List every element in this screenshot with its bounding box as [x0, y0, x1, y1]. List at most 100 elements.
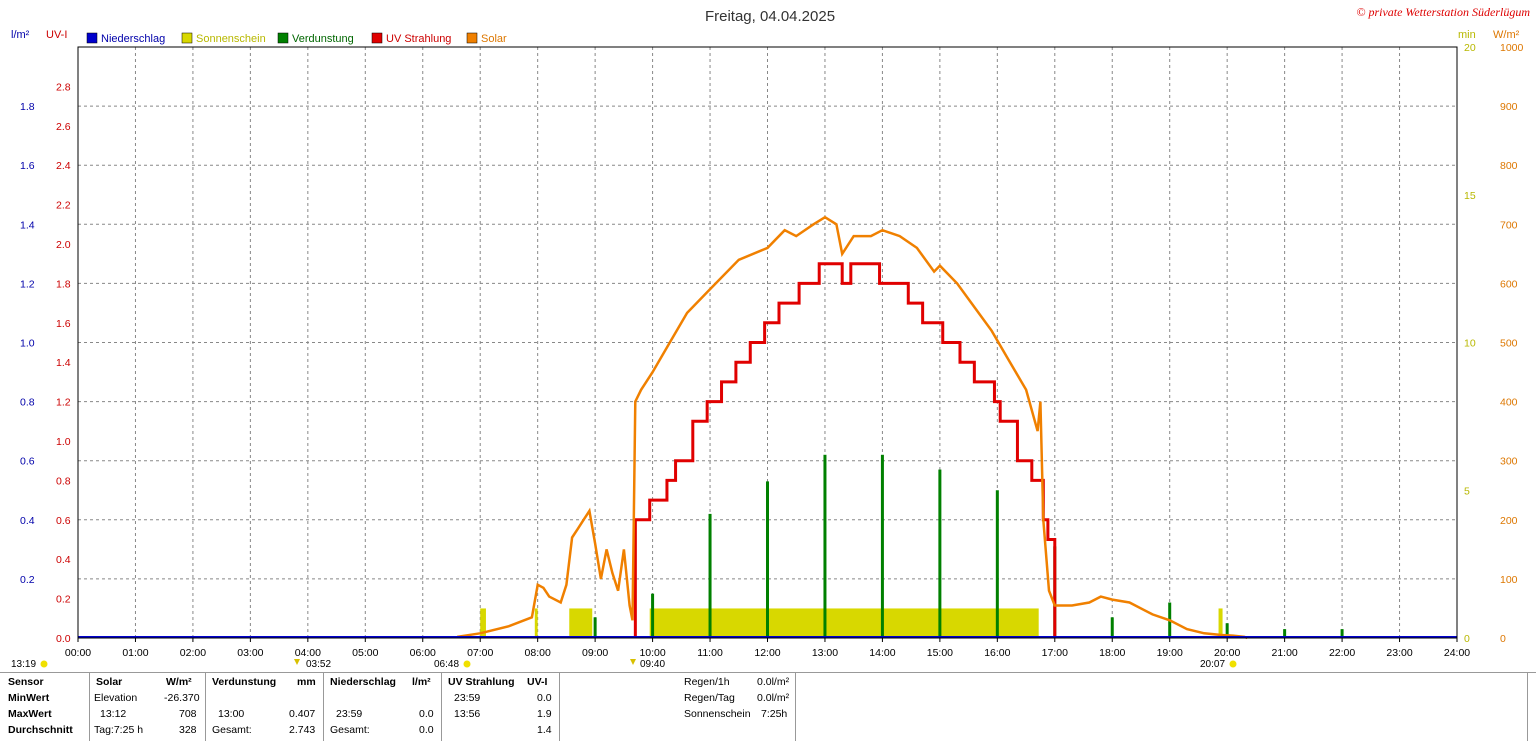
- sunshine-bar: [649, 608, 1039, 638]
- chart-title: Freitag, 04.04.2025: [705, 8, 835, 25]
- sunset-time: 20:07: [1200, 659, 1225, 670]
- x-tick-label: 24:00: [1444, 647, 1470, 659]
- row-label-max: MaxWert: [8, 708, 52, 720]
- moonrise-icon: [294, 659, 300, 665]
- table-top-border: [0, 672, 1536, 673]
- legend-swatch-precip: [86, 32, 98, 44]
- x-tick-label: 04:00: [295, 647, 321, 659]
- moon2-icon: [630, 659, 636, 665]
- solar-line: [457, 215, 1248, 640]
- rainday-label: Regen/Tag: [684, 692, 735, 704]
- x-tick-label: 20:00: [1214, 647, 1240, 659]
- legend-swatch-sunshine: [181, 32, 193, 44]
- rain1h-label: Regen/1h: [684, 676, 730, 688]
- uv-tick-label: 0.4: [56, 554, 71, 566]
- uv-tick-label: 0.2: [56, 594, 71, 606]
- legend-label-uv: UV Strahlung: [386, 33, 451, 45]
- sun-tick-label: 10: [1464, 338, 1476, 350]
- legend-swatch-solar: [466, 32, 478, 44]
- hdr-evap: Verdunstung: [212, 676, 277, 688]
- uv-tick-label: 2.0: [56, 239, 71, 251]
- uv-tick-label: 2.6: [56, 121, 71, 133]
- evaporation-bar: [1110, 617, 1114, 638]
- legend-label-evap: Verdunstung: [292, 33, 354, 45]
- col-sep-4: [441, 672, 442, 741]
- uv-tick-label: 0.0: [56, 633, 71, 645]
- legend-label-sunshine: Sonnenschein: [196, 33, 266, 45]
- x-tick-label: 23:00: [1386, 647, 1412, 659]
- x-tick-label: 11:00: [697, 647, 723, 659]
- uv-tick-label: 1.0: [56, 436, 71, 448]
- uv-tick-label: 0.6: [56, 515, 71, 527]
- solar-tick-label: 400: [1500, 397, 1518, 409]
- sunset-icon: [1229, 660, 1237, 668]
- sun-tick-label: 0: [1464, 633, 1470, 645]
- unit-wm2: W/m²: [1493, 29, 1520, 41]
- astro-markers: 13:19 03:52 06:48 09:40 20:07: [11, 659, 1237, 670]
- legend-label-solar: Solar: [481, 33, 507, 45]
- col-sep-2: [205, 672, 206, 741]
- unit-min: min: [1458, 29, 1476, 41]
- rain1h-value: 0.0l/m²: [757, 676, 790, 688]
- hdr-precip: Niederschlag: [330, 676, 396, 688]
- precip-tick-label: 1.8: [20, 101, 35, 113]
- hdr-uv-unit: UV-I: [527, 676, 548, 688]
- sunshine-bar: [569, 608, 593, 638]
- sunrise-time: 06:48: [434, 659, 459, 670]
- x-tick-label: 00:00: [65, 647, 91, 659]
- x-tick-label: 07:00: [467, 647, 493, 659]
- solar-tick-label: 700: [1500, 219, 1518, 231]
- uv-tick-label: 1.6: [56, 318, 71, 330]
- precip-max-value: 0.0: [419, 708, 434, 720]
- solar-max-value: 708: [179, 708, 197, 720]
- sunrise-icon: [463, 660, 471, 668]
- x-tick-label: 08:00: [525, 647, 551, 659]
- solar-tick-label: 600: [1500, 278, 1518, 290]
- x-tick-label: 15:00: [927, 647, 953, 659]
- sun-icon-left: [40, 660, 48, 668]
- solar-avg-value: 328: [179, 724, 197, 736]
- solar-tick-label: 500: [1500, 338, 1518, 350]
- x-tick-label: 01:00: [122, 647, 148, 659]
- sunshine-label: Sonnenschein: [684, 708, 751, 720]
- evaporation-bar: [880, 454, 884, 638]
- precip-avg-value: 0.0: [419, 724, 434, 736]
- axis-ticks: 00:00 01:00 02:00 03:00 04:00 05:00 06:00 07:00…: [20, 42, 1524, 659]
- uv-avg-value: 1.4: [537, 724, 552, 736]
- solar-tick-label: 200: [1500, 515, 1518, 527]
- precip-tick-label: 1.0: [20, 338, 35, 350]
- evaporation-bar: [995, 490, 999, 638]
- hdr-solar: Solar: [96, 676, 123, 688]
- solar-tick-label: 300: [1500, 456, 1518, 468]
- x-tick-label: 21:00: [1271, 647, 1297, 659]
- precip-tick-label: 0.8: [20, 397, 35, 409]
- evaporation-bar: [1225, 623, 1229, 638]
- uv-line: [633, 262, 1057, 638]
- hdr-solar-unit: W/m²: [166, 676, 192, 688]
- uv-min-value: 0.0: [537, 692, 552, 704]
- x-tick-label: 16:00: [984, 647, 1010, 659]
- precip-avg-label: Gesamt:: [330, 724, 370, 736]
- col-sep-7: [1527, 672, 1528, 741]
- x-tick-label: 13:00: [812, 647, 838, 659]
- evaporation-bar: [1283, 629, 1287, 638]
- uv-tick-label: 2.4: [56, 160, 71, 172]
- uv-tick-label: 0.8: [56, 475, 71, 487]
- evaporation-bar: [651, 593, 655, 638]
- plot-frame: [77, 46, 1458, 639]
- col-sep-6: [795, 672, 796, 741]
- legend-swatch-uv: [371, 32, 383, 44]
- evaporation-bar: [938, 469, 942, 638]
- uv-min-time: 23:59: [454, 692, 481, 704]
- x-tick-label: 12:00: [754, 647, 780, 659]
- x-tick-label: 03:00: [237, 647, 263, 659]
- row-label-min: MinWert: [8, 692, 50, 704]
- moonrise-time: 03:52: [306, 659, 331, 670]
- precip-max-time: 23:59: [336, 708, 363, 720]
- col-sep-3: [323, 672, 324, 741]
- precip-tick-label: 0.2: [20, 574, 35, 586]
- uv-tick-label: 1.8: [56, 278, 71, 290]
- solar-tick-label: 100: [1500, 574, 1518, 586]
- precip-tick-label: 1.4: [20, 219, 35, 231]
- unit-uv: UV-I: [46, 29, 67, 41]
